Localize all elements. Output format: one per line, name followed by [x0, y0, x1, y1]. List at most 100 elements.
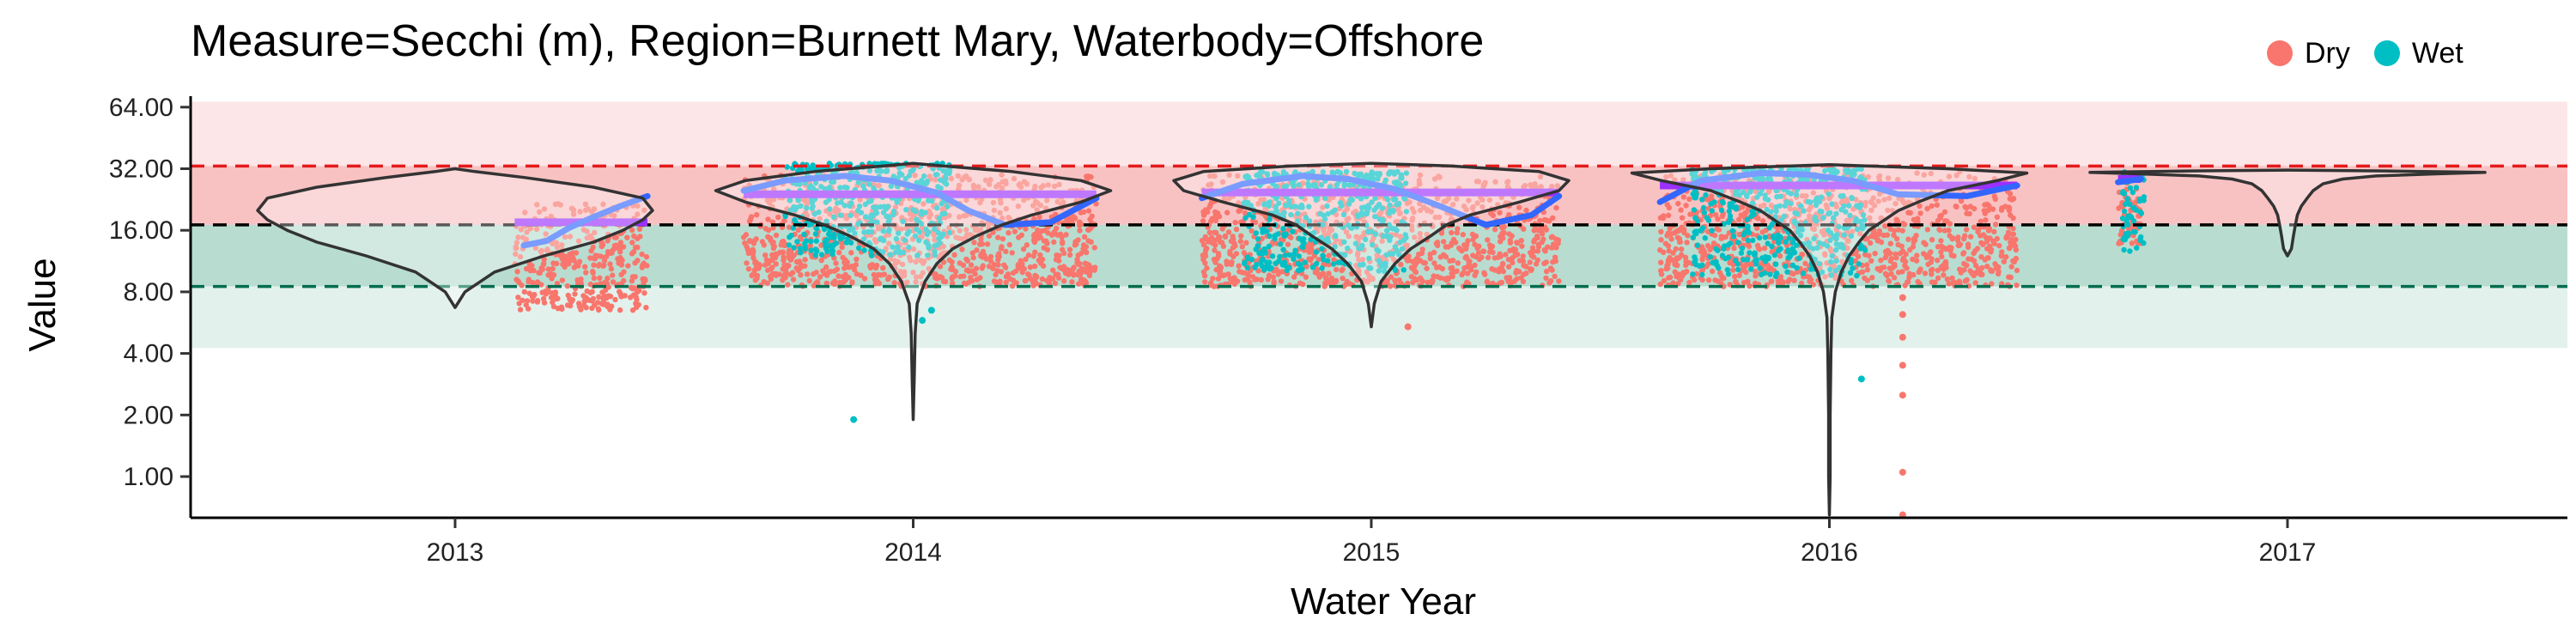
- wet-point: [1290, 228, 1296, 234]
- dry-point: [604, 295, 610, 301]
- dry-point: [1934, 202, 1940, 208]
- wet-point: [1699, 271, 1705, 278]
- dry-point: [1334, 266, 1340, 273]
- dry-point: [1730, 267, 1736, 273]
- wet-point: [1255, 236, 1261, 242]
- dry-point: [1053, 257, 1060, 263]
- dry-point: [1891, 275, 1898, 281]
- dry-point: [791, 252, 797, 258]
- wet-point: [1795, 255, 1802, 261]
- dry-point: [1923, 254, 1929, 260]
- wet-point: [1741, 232, 1747, 238]
- wet-point: [1765, 240, 1771, 246]
- dry-point: [1893, 216, 1899, 222]
- dry-point: [1040, 263, 1047, 269]
- outlier-point: [1899, 311, 1906, 319]
- dry-point: [1449, 229, 1455, 236]
- dry-point: [1679, 215, 1686, 221]
- dry-point: [1498, 279, 1505, 286]
- dry-point: [1035, 227, 1041, 234]
- dry-point: [610, 279, 617, 285]
- dry-point: [984, 241, 991, 247]
- dry-point: [796, 258, 803, 264]
- dry-point: [1024, 242, 1030, 248]
- dry-point: [1994, 235, 2000, 242]
- dry-point: [629, 240, 635, 246]
- dry-point: [605, 275, 611, 282]
- dry-point: [1003, 248, 1009, 254]
- dry-point: [1444, 275, 1451, 281]
- dry-point: [1476, 243, 1482, 249]
- wet-point: [1267, 259, 1273, 265]
- dry-point: [795, 227, 801, 233]
- dry-point: [618, 294, 624, 300]
- wet-point: [837, 236, 844, 242]
- dry-point: [1743, 269, 1749, 276]
- dry-point: [823, 280, 829, 287]
- outlier-point: [1899, 294, 1906, 301]
- dry-point: [831, 268, 838, 274]
- dry-point: [1498, 265, 1505, 271]
- wet-point: [1746, 229, 1753, 236]
- wet-point: [1244, 254, 1251, 260]
- y-tick-label: 32.00: [109, 155, 173, 184]
- x-tick-label: 2017: [2259, 538, 2317, 567]
- dry-point: [1485, 254, 1492, 261]
- dry-point: [618, 262, 625, 268]
- dry-point: [839, 244, 845, 251]
- wet-point: [787, 234, 793, 240]
- dry-point: [1754, 242, 1761, 249]
- dry-point: [1044, 277, 1050, 284]
- dry-point: [744, 260, 750, 266]
- dry-point: [578, 307, 584, 313]
- dry-point: [1518, 238, 1525, 244]
- wet-point: [1807, 266, 1814, 272]
- dry-point: [762, 262, 769, 268]
- dry-point: [835, 273, 841, 279]
- dry-point: [629, 251, 635, 257]
- wet-point: [2137, 196, 2143, 203]
- dry-point: [1511, 248, 1517, 254]
- dry-point: [823, 264, 829, 270]
- dry-point: [1449, 264, 1455, 270]
- dry-point: [1718, 234, 1725, 240]
- dry-point: [1238, 233, 1244, 239]
- dry-point: [765, 216, 771, 222]
- dry-point: [939, 252, 945, 258]
- dry-point: [1940, 263, 1946, 269]
- wet-point: [1711, 199, 1717, 205]
- wet-point: [1278, 241, 1284, 247]
- dry-point: [1878, 258, 1884, 264]
- dry-point: [1529, 245, 1536, 251]
- wet-point: [1699, 262, 1705, 268]
- dry-point: [1679, 246, 1685, 252]
- dry-point: [995, 262, 1001, 268]
- wet-point: [1789, 262, 1796, 269]
- dry-point: [1534, 248, 1541, 254]
- wet-point: [1709, 208, 1716, 214]
- legend-key-dry: [2267, 40, 2293, 66]
- dry-point: [1006, 241, 1013, 248]
- dry-point: [1915, 278, 1921, 285]
- dry-point: [578, 280, 584, 287]
- dry-point: [892, 258, 898, 264]
- dry-point: [1962, 204, 1968, 210]
- dry-point: [635, 203, 641, 209]
- dry-point: [1985, 255, 1991, 261]
- dry-point: [1077, 260, 1083, 267]
- dry-point: [1884, 232, 1891, 238]
- dry-point: [996, 251, 1002, 257]
- dry-point: [1520, 258, 1527, 264]
- dry-point: [1078, 278, 1084, 284]
- dry-point: [1071, 214, 1077, 220]
- dry-point: [1753, 273, 1759, 279]
- outlier-point: [919, 317, 927, 325]
- dry-point: [1202, 260, 1208, 266]
- dry-point: [544, 247, 550, 254]
- wet-point: [1281, 231, 1287, 238]
- wet-point: [1718, 207, 1725, 214]
- dry-point: [1667, 225, 1673, 232]
- dry-point: [1472, 272, 1478, 278]
- wet-point: [1775, 237, 1781, 243]
